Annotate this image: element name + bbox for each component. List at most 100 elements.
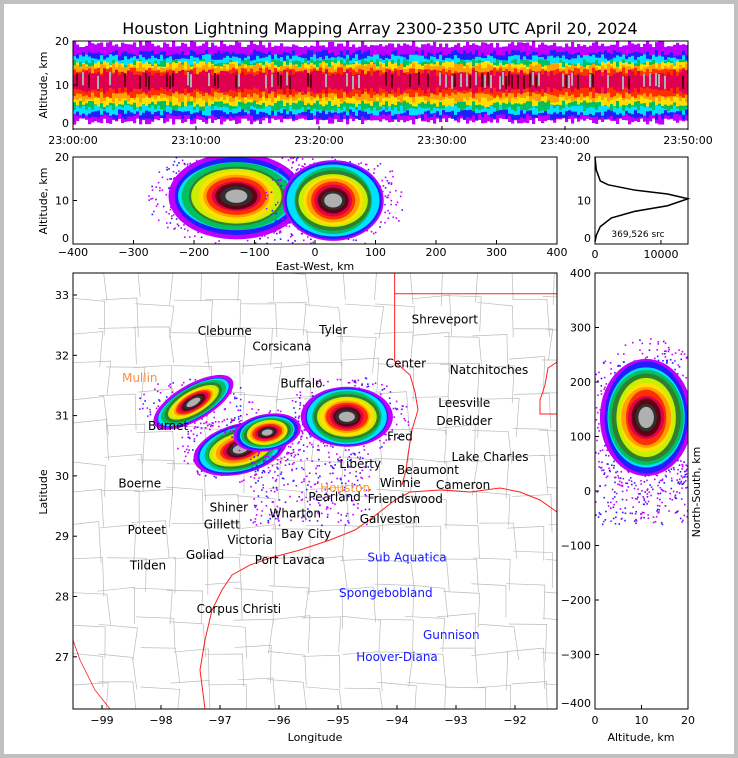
figure: Houston Lightning Mapping Array 2300-235… bbox=[4, 4, 734, 754]
density-speckle bbox=[283, 217, 285, 219]
density-speckle bbox=[396, 408, 399, 410]
density-speckle bbox=[298, 408, 301, 410]
density-speckle bbox=[356, 479, 359, 482]
density-speckle bbox=[661, 523, 664, 526]
density-speckle bbox=[281, 157, 284, 159]
density-speckle bbox=[286, 452, 288, 455]
density-speckle bbox=[657, 359, 660, 362]
density-speckle bbox=[641, 342, 644, 345]
density-speckle bbox=[312, 446, 314, 448]
density-speckle bbox=[611, 488, 614, 491]
county-border bbox=[204, 581, 243, 620]
density-speckle bbox=[225, 250, 227, 252]
density-speckle bbox=[175, 172, 178, 174]
density-speckle bbox=[265, 207, 268, 210]
density-speckle bbox=[318, 504, 321, 506]
density-speckle bbox=[598, 423, 600, 425]
density-speckle bbox=[207, 150, 209, 152]
density-speckle bbox=[213, 416, 216, 419]
density-speckle bbox=[658, 509, 661, 511]
density-column bbox=[79, 73, 83, 90]
density-speckle bbox=[366, 386, 368, 388]
density-speckle bbox=[586, 399, 588, 401]
density-speckle bbox=[292, 244, 294, 246]
density-speckle bbox=[349, 472, 351, 474]
density-column bbox=[544, 70, 548, 93]
county-border bbox=[97, 586, 135, 624]
county-border bbox=[546, 487, 557, 489]
density-speckle bbox=[352, 452, 355, 455]
latitude-tick-label: 32 bbox=[55, 349, 69, 362]
density-speckle bbox=[649, 342, 651, 345]
altitude-ew-plot bbox=[148, 150, 404, 252]
density-column bbox=[85, 70, 89, 93]
density-speckle bbox=[230, 421, 232, 424]
density-speckle bbox=[391, 170, 394, 172]
density-speckle bbox=[396, 437, 399, 439]
density-speckle bbox=[357, 507, 359, 509]
density-speckle bbox=[280, 457, 283, 460]
county-border bbox=[208, 623, 247, 659]
density-speckle bbox=[282, 477, 285, 480]
density-column bbox=[610, 75, 614, 88]
density-speckle bbox=[269, 410, 272, 412]
density-speckle bbox=[623, 353, 625, 355]
density-speckle bbox=[204, 474, 207, 477]
coastline bbox=[199, 487, 557, 709]
density-core bbox=[88, 74, 90, 88]
density-speckle bbox=[221, 246, 223, 248]
city-label: Houston bbox=[320, 481, 370, 495]
density-speckle bbox=[649, 484, 651, 486]
density-speckle bbox=[663, 482, 666, 484]
county-border bbox=[374, 331, 414, 370]
density-speckle bbox=[286, 168, 289, 170]
density-column bbox=[361, 69, 365, 94]
county-border bbox=[409, 556, 450, 592]
density-speckle bbox=[632, 506, 634, 508]
density-speckle bbox=[268, 456, 271, 459]
density-speckle bbox=[294, 416, 297, 418]
density-speckle bbox=[647, 517, 650, 520]
density-speckle bbox=[603, 444, 606, 447]
density-speckle bbox=[388, 212, 391, 215]
density-speckle bbox=[654, 520, 657, 523]
city-label: Sub Aquatica bbox=[367, 550, 446, 564]
density-speckle bbox=[253, 504, 256, 507]
density-speckle bbox=[610, 368, 612, 370]
density-column bbox=[673, 70, 677, 94]
density-speckle bbox=[656, 497, 659, 500]
density-speckle bbox=[681, 468, 683, 470]
density-speckle bbox=[250, 485, 252, 488]
density-speckle bbox=[291, 442, 294, 445]
density-speckle bbox=[250, 519, 252, 521]
density-column bbox=[520, 70, 524, 94]
density-speckle bbox=[393, 416, 396, 418]
density-speckle bbox=[302, 165, 305, 168]
density-speckle bbox=[615, 492, 618, 495]
density-speckle bbox=[165, 222, 168, 224]
density-speckle bbox=[297, 449, 300, 452]
county-border bbox=[513, 428, 551, 462]
density-speckle bbox=[661, 478, 664, 481]
county-border bbox=[540, 454, 557, 457]
county-border bbox=[374, 303, 415, 340]
density-column bbox=[598, 69, 602, 94]
density-speckle bbox=[303, 429, 306, 431]
density-speckle bbox=[233, 393, 235, 395]
density-speckle bbox=[307, 151, 309, 153]
county-border bbox=[241, 524, 277, 564]
county-border bbox=[73, 396, 109, 436]
density-speckle bbox=[369, 489, 371, 491]
density-speckle bbox=[686, 465, 688, 467]
density-speckle bbox=[640, 517, 642, 520]
density-speckle bbox=[239, 405, 242, 407]
density-column bbox=[250, 73, 254, 90]
density-speckle bbox=[614, 522, 617, 525]
density-speckle bbox=[149, 411, 152, 413]
density-column bbox=[319, 71, 323, 93]
density-speckle bbox=[207, 424, 209, 427]
density-speckle bbox=[228, 427, 230, 430]
density-speckle bbox=[187, 451, 189, 454]
density-column bbox=[253, 75, 257, 88]
city-label: Tilden bbox=[129, 559, 166, 573]
